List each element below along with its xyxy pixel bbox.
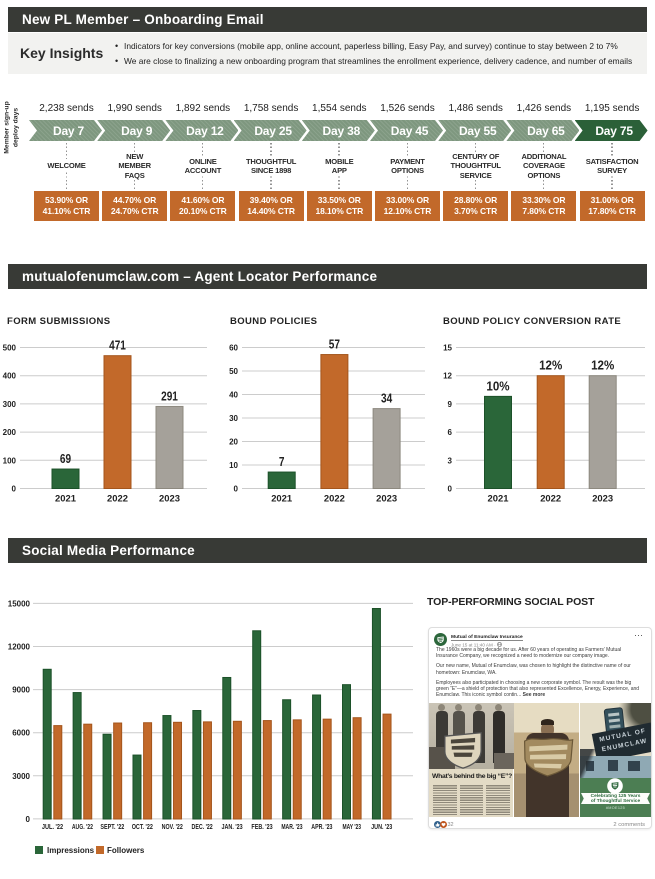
svg-text:12%: 12%	[539, 358, 563, 373]
svg-text:30: 30	[229, 414, 238, 423]
svg-text:0: 0	[234, 485, 239, 494]
svg-text:100: 100	[3, 456, 17, 465]
svg-text:AUG. '22: AUG. '22	[72, 824, 93, 831]
svg-text:69: 69	[60, 451, 71, 466]
svg-text:0: 0	[12, 485, 17, 494]
svg-text:0: 0	[448, 485, 453, 494]
svg-text:34: 34	[381, 391, 393, 406]
svg-text:2022: 2022	[107, 494, 128, 505]
svg-text:12: 12	[443, 372, 452, 381]
svg-text:FEB. '23: FEB. '23	[251, 824, 272, 831]
svg-text:APR. '23: APR. '23	[311, 824, 332, 831]
svg-text:2021: 2021	[55, 494, 77, 505]
svg-text:3: 3	[448, 456, 453, 465]
svg-text:6: 6	[448, 428, 453, 437]
svg-text:9: 9	[448, 400, 453, 409]
svg-text:20: 20	[229, 438, 238, 447]
svg-text:Followers: Followers	[107, 846, 145, 855]
svg-text:0: 0	[26, 815, 31, 824]
svg-text:57: 57	[329, 337, 340, 352]
svg-text:471: 471	[109, 338, 126, 353]
svg-text:2021: 2021	[271, 494, 293, 505]
svg-text:400: 400	[3, 372, 17, 381]
svg-text:12%: 12%	[591, 358, 615, 373]
svg-text:SEPT. '22: SEPT. '22	[100, 824, 124, 831]
svg-text:OCT. '22: OCT. '22	[132, 824, 153, 831]
svg-text:2022: 2022	[540, 494, 561, 505]
svg-text:FORM SUBMISSIONS: FORM SUBMISSIONS	[7, 316, 111, 327]
svg-text:2023: 2023	[376, 494, 397, 505]
svg-text:10: 10	[229, 461, 238, 470]
svg-text:9000: 9000	[12, 686, 30, 695]
svg-text:7: 7	[279, 454, 285, 469]
svg-text:NOV. '22: NOV. '22	[162, 824, 183, 831]
svg-text:DEC. '22: DEC. '22	[192, 824, 213, 831]
svg-text:MAR. '23: MAR. '23	[281, 824, 302, 831]
svg-text:BOUND POLICIES: BOUND POLICIES	[230, 316, 317, 327]
svg-text:200: 200	[3, 428, 17, 437]
svg-text:12000: 12000	[8, 643, 31, 652]
svg-text:3000: 3000	[12, 772, 30, 781]
svg-text:JUL. '22: JUL. '22	[42, 824, 63, 831]
svg-text:2021: 2021	[488, 494, 510, 505]
svg-text:10%: 10%	[486, 378, 510, 393]
svg-text:MAY '23: MAY '23	[343, 824, 362, 831]
svg-text:2023: 2023	[159, 494, 180, 505]
svg-text:2022: 2022	[324, 494, 345, 505]
svg-text:300: 300	[3, 400, 17, 409]
svg-text:500: 500	[3, 344, 17, 353]
svg-text:6000: 6000	[12, 729, 30, 738]
svg-text:BOUND POLICY CONVERSION RATE: BOUND POLICY CONVERSION RATE	[443, 316, 621, 327]
svg-text:40: 40	[229, 391, 238, 400]
svg-text:2023: 2023	[592, 494, 613, 505]
svg-text:15000: 15000	[8, 599, 31, 608]
svg-text:JUN. '23: JUN. '23	[371, 824, 392, 831]
svg-text:JAN. '23: JAN. '23	[221, 824, 242, 831]
svg-text:60: 60	[229, 344, 238, 353]
svg-text:291: 291	[161, 388, 178, 403]
svg-text:50: 50	[229, 367, 238, 376]
svg-text:15: 15	[443, 344, 452, 353]
svg-text:Impressions: Impressions	[47, 846, 95, 855]
